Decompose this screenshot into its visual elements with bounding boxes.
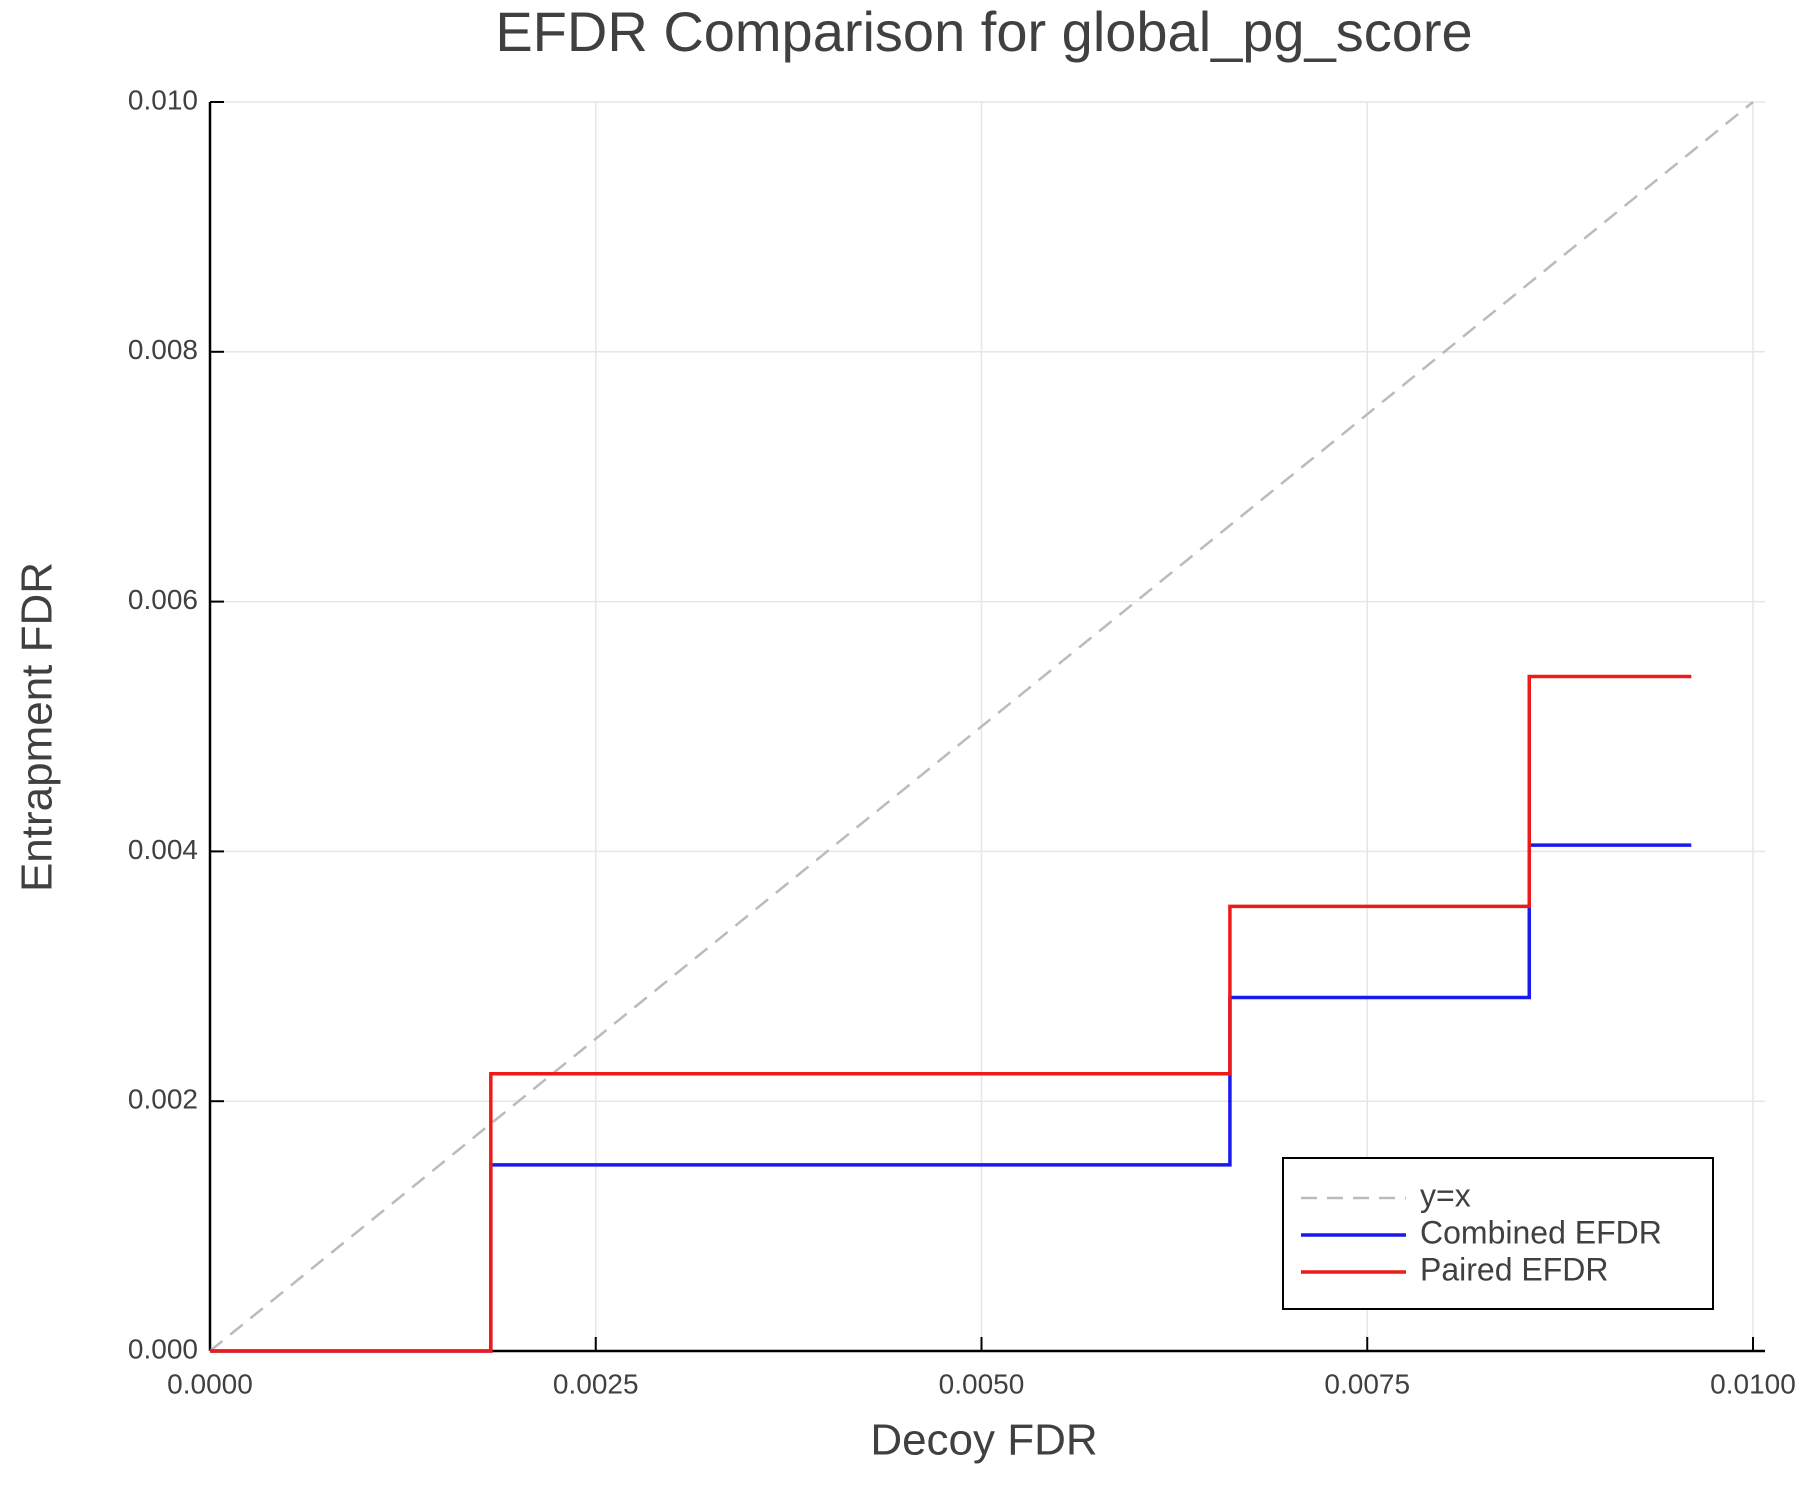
- x-tick-label: 0.0075: [1324, 1368, 1410, 1399]
- y-tick-label: 0.010: [128, 84, 198, 115]
- x-tick-label: 0.0025: [553, 1368, 639, 1399]
- y-tick-label: 0.008: [128, 334, 198, 365]
- y-axis-label: Entrapment FDR: [13, 562, 62, 892]
- series-line: [210, 674, 1692, 1353]
- y-tick-label: 0.002: [128, 1084, 198, 1115]
- chart-title: EFDR Comparison for global_pg_score: [495, 0, 1472, 63]
- x-tick-label: 0.0000: [167, 1368, 253, 1399]
- y-tick-label: 0.004: [128, 834, 198, 865]
- legend-label: Paired EFDR: [1420, 1251, 1609, 1287]
- legend-label: Combined EFDR: [1420, 1214, 1662, 1250]
- legend-label: y=x: [1420, 1177, 1471, 1213]
- series-line: [209, 101, 1754, 1352]
- y-tick-label: 0.006: [128, 584, 198, 615]
- y-tick-label: 0.000: [128, 1333, 198, 1364]
- x-tick-label: 0.0050: [939, 1368, 1025, 1399]
- x-tick-label: 0.0100: [1710, 1368, 1796, 1399]
- x-axis-label: Decoy FDR: [870, 1416, 1097, 1465]
